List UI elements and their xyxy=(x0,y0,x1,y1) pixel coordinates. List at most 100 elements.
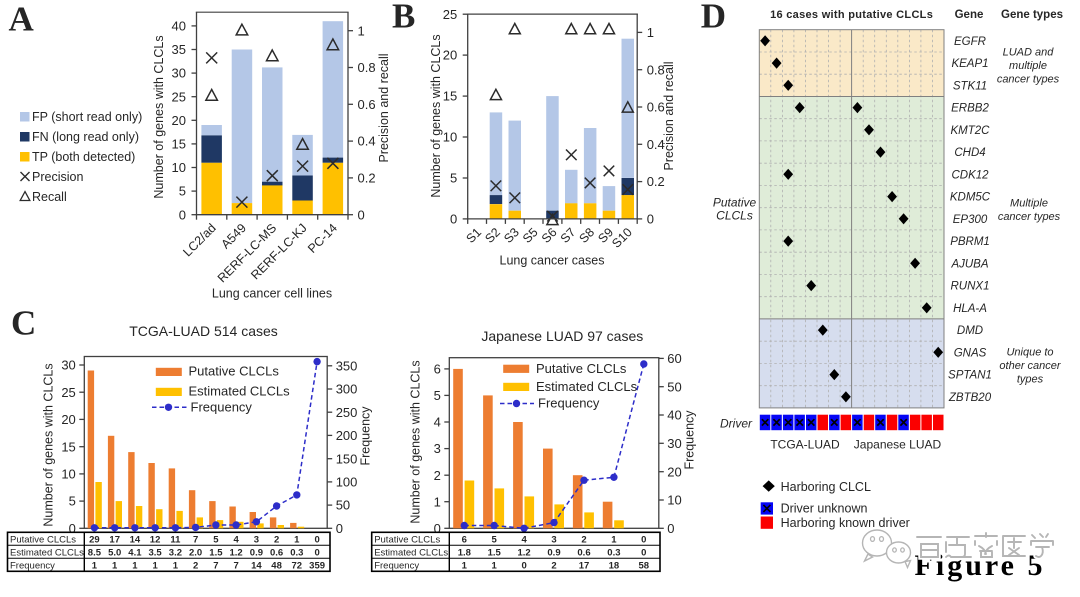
svg-text:EP300: EP300 xyxy=(953,214,988,226)
svg-text:LC2/ad: LC2/ad xyxy=(180,221,218,259)
svg-text:S10: S10 xyxy=(609,225,635,251)
svg-text:multiple: multiple xyxy=(1009,60,1047,72)
svg-text:3.5: 3.5 xyxy=(148,547,162,558)
svg-text:3: 3 xyxy=(551,534,556,545)
svg-text:48: 48 xyxy=(271,560,282,571)
svg-text:TCGA-LUAD 514 cases: TCGA-LUAD 514 cases xyxy=(129,323,278,339)
svg-text:Putative: Putative xyxy=(713,196,757,210)
svg-text:7: 7 xyxy=(193,534,198,545)
svg-text:4: 4 xyxy=(434,415,441,430)
svg-text:Multiple: Multiple xyxy=(1010,198,1048,210)
svg-text:6: 6 xyxy=(434,362,441,377)
svg-text:ZBTB20: ZBTB20 xyxy=(948,392,992,404)
svg-text:15: 15 xyxy=(61,439,75,454)
svg-text:50: 50 xyxy=(336,498,350,513)
svg-text:ERBB2: ERBB2 xyxy=(951,103,989,115)
svg-text:S6: S6 xyxy=(539,225,560,246)
svg-text:0: 0 xyxy=(647,212,654,227)
svg-text:FN (long read only): FN (long read only) xyxy=(32,130,139,144)
svg-text:Japanese LUAD: Japanese LUAD xyxy=(854,437,942,451)
svg-text:20: 20 xyxy=(172,113,186,128)
svg-text:1: 1 xyxy=(358,23,365,38)
svg-text:1: 1 xyxy=(92,560,98,571)
svg-text:10: 10 xyxy=(172,160,186,175)
svg-text:1: 1 xyxy=(611,534,617,545)
svg-text:HLA-A: HLA-A xyxy=(953,303,987,315)
svg-text:17: 17 xyxy=(579,560,590,571)
svg-text:SPTAN1: SPTAN1 xyxy=(948,370,992,382)
svg-text:0: 0 xyxy=(69,521,76,536)
svg-text:150: 150 xyxy=(336,451,358,466)
svg-text:0.4: 0.4 xyxy=(647,137,665,152)
svg-text:types: types xyxy=(1017,374,1044,386)
svg-text:7: 7 xyxy=(213,560,218,571)
svg-text:TCGA-LUAD: TCGA-LUAD xyxy=(770,437,840,451)
svg-text:KMT2C: KMT2C xyxy=(951,125,991,137)
svg-text:100: 100 xyxy=(336,475,358,490)
svg-text:AJUBA: AJUBA xyxy=(950,258,988,270)
svg-text:25: 25 xyxy=(61,385,75,400)
svg-text:5: 5 xyxy=(179,184,186,199)
svg-text:CLCLs: CLCLs xyxy=(716,209,753,223)
svg-text:200: 200 xyxy=(336,428,358,443)
svg-text:4.1: 4.1 xyxy=(128,547,142,558)
svg-text:Estimated CLCLs: Estimated CLCLs xyxy=(536,379,638,394)
svg-text:12: 12 xyxy=(150,534,161,545)
svg-text:S8: S8 xyxy=(577,225,598,246)
svg-text:0: 0 xyxy=(358,207,365,222)
svg-text:14: 14 xyxy=(130,534,141,545)
svg-text:0: 0 xyxy=(314,534,319,545)
svg-text:350: 350 xyxy=(336,358,358,373)
svg-text:STK11: STK11 xyxy=(953,80,987,92)
svg-text:CDK12: CDK12 xyxy=(951,169,989,181)
svg-text:Frequency: Frequency xyxy=(10,560,55,571)
svg-text:Frequency: Frequency xyxy=(359,406,373,466)
svg-text:10: 10 xyxy=(61,467,75,482)
svg-text:C: C xyxy=(11,304,36,343)
svg-text:10: 10 xyxy=(667,493,681,508)
svg-text:2: 2 xyxy=(193,560,198,571)
svg-text:2.0: 2.0 xyxy=(189,547,202,558)
svg-text:0.9: 0.9 xyxy=(250,547,263,558)
svg-text:30: 30 xyxy=(172,66,186,81)
svg-text:50: 50 xyxy=(667,379,681,394)
svg-text:Harboring known driver: Harboring known driver xyxy=(781,516,910,530)
svg-text:Frequency: Frequency xyxy=(191,399,253,414)
svg-text:PBRM1: PBRM1 xyxy=(950,236,990,248)
svg-text:Japanese LUAD 97 cases: Japanese LUAD 97 cases xyxy=(481,328,643,344)
svg-text:5: 5 xyxy=(434,388,441,403)
svg-text:25: 25 xyxy=(172,89,186,104)
svg-text:0.6: 0.6 xyxy=(358,97,376,112)
svg-text:0.3: 0.3 xyxy=(607,547,620,558)
svg-text:Estimated CLCLs: Estimated CLCLs xyxy=(10,547,84,558)
svg-text:B: B xyxy=(392,0,415,36)
svg-text:0.3: 0.3 xyxy=(290,547,303,558)
svg-text:1: 1 xyxy=(132,560,138,571)
svg-text:0: 0 xyxy=(450,212,457,227)
svg-text:1.2: 1.2 xyxy=(517,547,530,558)
svg-text:18: 18 xyxy=(609,560,620,571)
svg-text:15: 15 xyxy=(443,89,457,104)
svg-text:1: 1 xyxy=(173,560,179,571)
svg-text:5.0: 5.0 xyxy=(108,547,121,558)
svg-text:Driver: Driver xyxy=(720,417,753,431)
svg-text:1: 1 xyxy=(152,560,158,571)
svg-text:25: 25 xyxy=(443,7,457,22)
svg-text:0: 0 xyxy=(641,547,646,558)
svg-text:16 cases with putative CLCLs: 16 cases with putative CLCLs xyxy=(770,9,933,21)
svg-text:17: 17 xyxy=(109,534,120,545)
svg-text:Recall: Recall xyxy=(32,190,67,204)
svg-text:LUAD and: LUAD and xyxy=(1003,46,1055,58)
svg-text:EGFR: EGFR xyxy=(954,36,986,48)
svg-text:Frequency: Frequency xyxy=(683,410,697,470)
svg-text:Unique to: Unique to xyxy=(1006,347,1053,359)
svg-text:other cancer: other cancer xyxy=(999,360,1061,372)
svg-text:Lung cancer cell lines: Lung cancer cell lines xyxy=(212,287,332,301)
svg-text:Number of genes with CLCLs: Number of genes with CLCLs xyxy=(152,35,166,198)
svg-text:2: 2 xyxy=(274,534,279,545)
svg-text:FP (short read only): FP (short read only) xyxy=(32,110,142,124)
svg-text:5: 5 xyxy=(492,534,498,545)
svg-text:30: 30 xyxy=(667,436,681,451)
svg-text:S1: S1 xyxy=(464,225,485,246)
svg-text:Frequency: Frequency xyxy=(374,560,419,571)
